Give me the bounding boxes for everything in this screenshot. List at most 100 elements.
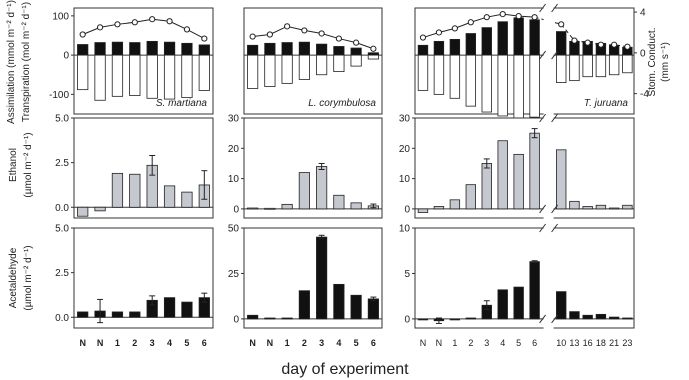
bar [449, 318, 461, 321]
right-y-tick-label: 4 [640, 8, 646, 19]
conductance-point [597, 41, 605, 48]
left-axis-label-transpiration: Transpiration (mol m⁻² d⁻¹) [21, 2, 32, 122]
y-tick-label: 10 [399, 174, 411, 185]
axis-break-mark [539, 3, 546, 13]
bar [481, 163, 492, 210]
x-tick-label: 2 [132, 338, 137, 348]
panel-eth-lc: 30 20 10 0 [228, 114, 383, 219]
bar [569, 200, 580, 210]
bar [529, 261, 540, 320]
axis-break-mark [551, 204, 558, 214]
bar [367, 298, 379, 320]
bar [497, 21, 508, 56]
conductance-point [183, 26, 191, 33]
bar [529, 19, 540, 56]
y-tick-label: 100 [52, 11, 69, 22]
bar [94, 54, 106, 101]
x-tick-label: N [79, 338, 86, 348]
bar [465, 54, 477, 107]
axis-break-gap [543, 227, 554, 329]
conductance-point [284, 23, 291, 30]
conductance-point [318, 30, 325, 37]
bar [146, 40, 158, 56]
conductance-point [611, 41, 618, 48]
conductance-line [534, 16, 562, 25]
bar [465, 317, 477, 320]
axis-break-mark [551, 223, 558, 233]
panel-frame [414, 227, 635, 329]
panel-frame [73, 7, 214, 115]
x-tick-label: 3 [319, 338, 324, 348]
conductance-point [301, 27, 308, 34]
panel-assim-sm: 100 0 -100 S. martiana [49, 7, 214, 115]
bar [111, 311, 124, 318]
y-tick-label: 30 [228, 114, 240, 125]
bar [497, 54, 508, 117]
y-tick-label: 10 [228, 174, 240, 185]
bar [608, 54, 620, 76]
x-tick-label: 21 [609, 338, 619, 348]
bar [298, 41, 310, 56]
y-tick-label: 0 [233, 314, 239, 325]
x-tick-label: 2 [468, 338, 473, 348]
bar [316, 43, 328, 56]
bar [433, 206, 445, 210]
bar [449, 54, 461, 99]
axis-break-gap [543, 117, 554, 219]
x-tick-label: N [420, 338, 427, 348]
bar [433, 54, 445, 95]
x-tick-label: N [97, 338, 104, 348]
x-tick-label: 2 [302, 338, 307, 348]
panel-frame [73, 117, 214, 219]
panel-eth-tj: 30 20 10 0 [399, 114, 635, 219]
bar [417, 54, 429, 91]
y-tick-label: 0 [404, 314, 410, 325]
bar [367, 54, 379, 60]
bar [608, 207, 620, 210]
conductance-point [624, 43, 631, 50]
bar [181, 301, 193, 318]
bar [316, 166, 328, 210]
bar [163, 185, 176, 208]
axis-break-mark [539, 50, 546, 60]
x-tick-label: 6 [202, 338, 207, 348]
bar [433, 40, 445, 56]
conductance-point [483, 14, 490, 21]
bar [298, 54, 310, 80]
bar [264, 54, 276, 87]
bar [556, 149, 567, 210]
panel-ace-sm: 5.0 2.5 0.0 N N 1 2 3 4 5 6 [55, 224, 214, 348]
bar [449, 39, 461, 56]
axis-break-mark [539, 223, 546, 233]
x-tick-label: 5 [184, 338, 189, 348]
right-axis-label: Stom. Conduct. [647, 28, 658, 97]
right-axis-unit: (mm s⁻¹) [660, 42, 671, 82]
y-tick-label: 0.0 [55, 203, 69, 214]
bar [529, 54, 540, 118]
bar [129, 311, 141, 318]
bar [247, 207, 259, 210]
bar [333, 194, 345, 210]
bar [333, 54, 345, 73]
conductance-point [114, 21, 121, 28]
x-tick-label: N [267, 338, 274, 348]
left-axis-label-ethanol-unit: (µmol m⁻² d⁻¹) [23, 132, 34, 197]
y-tick-label: 2.5 [55, 268, 69, 279]
bar [77, 54, 89, 91]
conductance-point [370, 45, 377, 52]
x-tick-label: 6 [532, 338, 537, 348]
x-tick-label: 4 [336, 338, 341, 348]
bar [350, 54, 362, 67]
y-tick-label: 25 [228, 269, 240, 280]
conductance-point [515, 13, 522, 20]
x-tick-label: N [249, 338, 256, 348]
x-tick-label: 23 [622, 338, 632, 348]
conductance-point [266, 31, 273, 38]
y-tick-label: 0 [63, 51, 69, 62]
species-label: T. juruana [584, 98, 629, 109]
bar [129, 173, 141, 208]
bar [247, 314, 259, 320]
bar [556, 54, 567, 83]
bar [417, 44, 429, 56]
